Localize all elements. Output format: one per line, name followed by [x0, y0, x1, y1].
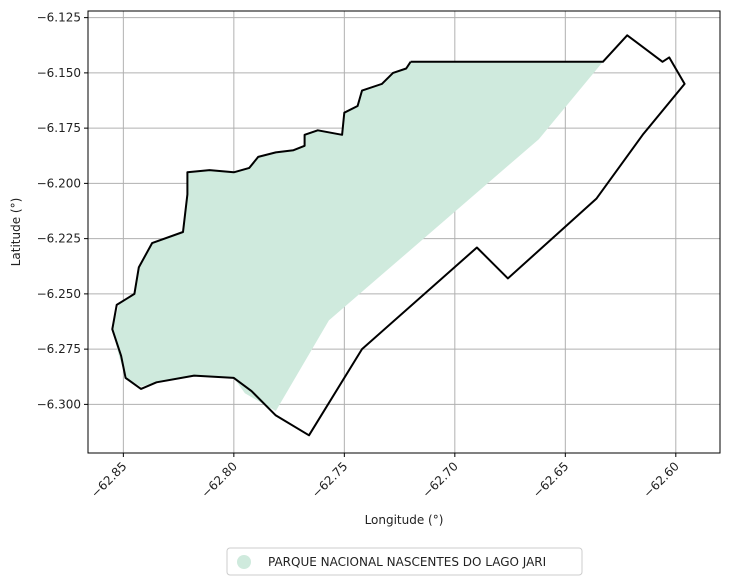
legend-box — [226, 547, 583, 576]
y-tick-label: −6.200 — [37, 176, 81, 190]
y-tick-label: −6.175 — [37, 121, 81, 135]
park-fill-area — [112, 61, 603, 412]
y-tick-label: −6.300 — [37, 397, 81, 411]
y-tick-label: −6.275 — [37, 342, 81, 356]
x-axis-label: Longitude (°) — [365, 513, 444, 527]
x-tick-label: −62.85 — [88, 459, 129, 500]
y-tick-label: −6.125 — [37, 11, 81, 25]
y-tick-label: −6.250 — [37, 287, 81, 301]
legend: PARQUE NACIONAL NASCENTES DO LAGO JARI — [226, 547, 583, 576]
legend-marker — [237, 555, 251, 569]
x-tick-label: −62.60 — [641, 459, 682, 500]
x-tick-label: −62.70 — [420, 459, 461, 500]
plot-frame — [87, 10, 721, 454]
legend-label: PARQUE NACIONAL NASCENTES DO LAGO JARI — [268, 555, 546, 569]
y-axis-label: Latitude (°) — [9, 198, 23, 267]
x-tick-label: −62.75 — [309, 459, 350, 500]
park-boundary-line — [111, 34, 686, 437]
y-tick-label: −6.150 — [37, 66, 81, 80]
x-tick-label: −62.80 — [199, 459, 240, 500]
x-tick-label: −62.65 — [530, 459, 571, 500]
y-tick-label: −6.225 — [37, 232, 81, 246]
y-axis-ticks: −6.125 −6.150 −6.175 −6.200 −6.225 −6.250 −6.2… — [37, 11, 88, 411]
x-axis-ticks: −62.85 −62.80 −62.75 −62.70 −62.65 −62.60 — [88, 453, 682, 501]
